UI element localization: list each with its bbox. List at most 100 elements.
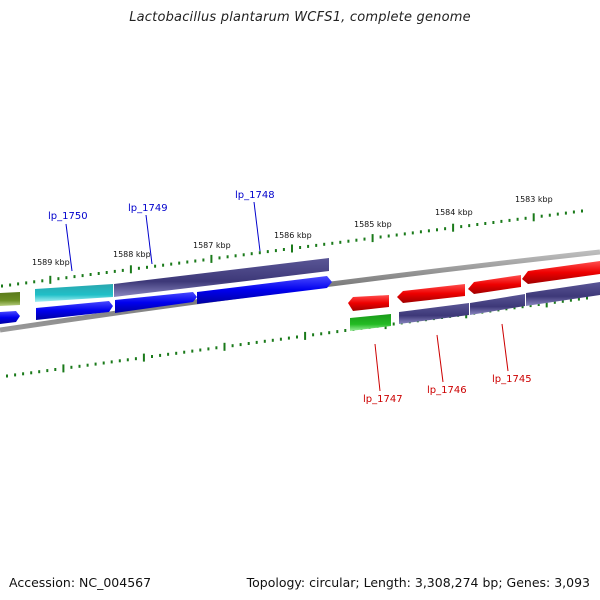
minor-tick (516, 217, 519, 221)
minor-tick (194, 259, 197, 263)
minor-tick (191, 349, 194, 353)
minor-tick (14, 373, 17, 377)
minor-tick (258, 251, 261, 255)
minor-tick (299, 246, 302, 249)
gene-arrow-forward[interactable] (0, 311, 20, 324)
minor-tick (315, 243, 318, 247)
minor-tick (572, 210, 575, 214)
minor-tick (250, 252, 253, 256)
map-title: Lactobacillus plantarum WCFS1, complete … (129, 10, 471, 25)
minor-tick (521, 305, 524, 309)
minor-tick (379, 235, 382, 239)
gene-arrow-reverse[interactable] (468, 275, 521, 294)
minor-tick (312, 333, 315, 337)
minor-tick (263, 339, 266, 343)
minor-tick (151, 355, 153, 358)
minor-tick (30, 371, 33, 375)
minor-tick (1, 284, 3, 288)
minor-tick (118, 359, 121, 363)
minor-tick (162, 263, 165, 267)
forward-genes (0, 276, 332, 324)
purple-feature[interactable] (470, 294, 525, 315)
minor-tick (331, 241, 334, 245)
minor-tick (274, 249, 277, 253)
minor-tick (218, 256, 221, 260)
minor-tick (57, 277, 60, 281)
minor-tick (89, 273, 92, 276)
green-feature[interactable] (350, 314, 391, 331)
minor-tick (556, 212, 559, 216)
minor-tick (215, 346, 218, 350)
minor-tick (279, 337, 282, 341)
minor-tick (444, 227, 447, 231)
minor-tick (178, 261, 181, 265)
leader-line (436, 334, 444, 383)
minor-tick (9, 283, 12, 287)
purple-feature[interactable] (526, 282, 600, 306)
leader-line (145, 214, 153, 265)
minor-tick (46, 369, 49, 373)
scale-label: 1584 kbp (435, 208, 473, 217)
minor-tick (41, 279, 44, 283)
minor-tick (17, 282, 20, 286)
minor-tick (126, 358, 129, 362)
minor-tick (113, 269, 116, 273)
gene-label[interactable]: lp_1749 (128, 203, 168, 214)
minor-tick (548, 213, 551, 217)
gene-label[interactable]: lp_1747 (363, 394, 403, 405)
minor-tick (110, 360, 113, 364)
minor-tick (137, 266, 140, 270)
major-tick (371, 234, 374, 243)
minor-tick (255, 340, 258, 344)
gene-label[interactable]: lp_1745 (492, 374, 532, 385)
outer-tick-row (1, 209, 583, 288)
major-tick (223, 342, 226, 351)
gene-arrow-reverse[interactable] (348, 295, 389, 311)
gene-arrow-reverse[interactable] (522, 261, 600, 284)
minor-tick (529, 304, 532, 308)
minor-tick (170, 262, 173, 266)
minor-tick (355, 238, 358, 242)
minor-tick (234, 254, 237, 258)
upper-strand-features (0, 258, 329, 306)
minor-tick (167, 352, 170, 356)
gene-arrow-reverse[interactable] (397, 284, 465, 303)
minor-tick (287, 336, 290, 340)
minor-tick (70, 365, 73, 369)
minor-tick (347, 239, 350, 243)
minor-tick (484, 222, 487, 225)
major-tick (62, 364, 65, 373)
minor-tick (78, 364, 81, 368)
minor-tick (344, 329, 347, 332)
minor-tick (175, 351, 178, 355)
major-tick (291, 244, 293, 253)
gene-arrow-forward[interactable] (36, 301, 113, 320)
teal-feature[interactable] (35, 284, 113, 302)
minor-tick (65, 276, 68, 280)
olive-feature[interactable] (0, 292, 20, 306)
minor-tick (581, 209, 583, 213)
gene-label[interactable]: lp_1748 (235, 190, 275, 201)
purple-feature[interactable] (114, 258, 329, 297)
minor-tick (411, 231, 414, 235)
gene-arrow-forward[interactable] (197, 276, 332, 304)
lower-strand-features (350, 282, 600, 331)
gene-label[interactable]: lp_1750 (48, 211, 88, 222)
minor-tick (561, 299, 564, 303)
minor-tick (537, 303, 540, 306)
minor-tick (296, 335, 298, 339)
minor-tick (577, 297, 580, 301)
minor-tick (476, 223, 479, 226)
purple-feature[interactable] (399, 303, 469, 324)
minor-tick (328, 331, 331, 335)
gene-label[interactable]: lp_1746 (427, 385, 467, 396)
minor-tick (492, 221, 495, 224)
gene-arrow-forward[interactable] (115, 292, 197, 313)
major-tick (142, 353, 145, 362)
leader-line (65, 223, 73, 272)
minor-tick (403, 232, 406, 236)
leader-line (374, 343, 381, 392)
minor-tick (54, 368, 57, 371)
minor-tick (134, 357, 137, 361)
minor-tick (81, 274, 84, 278)
